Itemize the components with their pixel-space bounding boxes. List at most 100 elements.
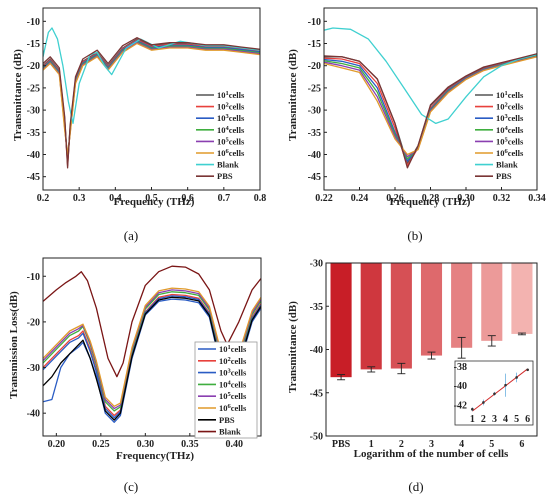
panel-c-ytick-label: -30: [27, 363, 40, 374]
panel-d-inset-point: [504, 383, 507, 387]
panel-b-ytick-label: -35: [308, 128, 321, 139]
panel-a-legend-label: 104cells: [217, 125, 245, 135]
panel-a-legend-label: PBS: [217, 171, 233, 181]
panel-d-xtick-label: 5: [489, 439, 494, 450]
panel-a-xtick-label: 0.2: [37, 193, 50, 204]
panel-a-legend-label: 101cells: [217, 90, 245, 100]
panel-a-line-blank: [43, 27, 260, 125]
panel-d-bar: [420, 263, 443, 356]
panel-b-ytick-label: -25: [308, 83, 321, 94]
panel-c-xtick-label: 0.20: [48, 439, 66, 450]
panel-a-ytick-label: -45: [27, 172, 40, 183]
panel-d-inset-point: [526, 368, 529, 372]
panel-b-chart: Transmittance (dB) Frequency (THz) 0.22 0…: [287, 7, 546, 208]
panel-b-xtick-label: 0.30: [457, 193, 475, 204]
panel-a-ytick-label: -40: [27, 150, 40, 161]
caption-c: (c): [124, 479, 138, 494]
panel-b-ytick-label: -15: [308, 39, 321, 50]
panel-b-ytick-label: -40: [308, 150, 321, 161]
panel-c-ytick-label: -40: [27, 409, 40, 420]
panel-a-ylabel: Transmittance (dB): [12, 49, 24, 141]
panel-d-bar: [390, 263, 412, 369]
panel-c-legend-label: 101cells: [219, 344, 247, 354]
caption-d: (d): [408, 479, 423, 494]
panel-d-ytick-label: -40: [310, 345, 323, 356]
panel-c-legend-label: 104cells: [219, 379, 247, 389]
panel-b-legend-label: 106cells: [496, 148, 524, 158]
panel-c-chart: Transmission Loss(dB) Frequency(THz) 0.2…: [8, 257, 262, 462]
panel-d-ytick-label: -45: [310, 388, 323, 399]
panel-a-chart: Transmittance (dB) Frequency (THz) 0.2 0.…: [12, 7, 267, 208]
panel-c-legend-label: 103cells: [219, 368, 247, 378]
panel-d-inset-point: [482, 401, 485, 404]
panel-d-ytick-label: -50: [310, 432, 323, 443]
caption-b: (b): [407, 228, 422, 243]
panel-d-xtick-label: 1: [369, 439, 374, 450]
panel-a-ytick-label: -20: [27, 61, 40, 72]
panel-b-legend-label: 103cells: [496, 113, 524, 123]
panel-b-xlabel: Frequency (THz): [390, 196, 471, 208]
panel-a-xtick-label: 0.4: [109, 193, 122, 204]
panel-b-line-blank: [324, 27, 537, 125]
panel-b-legend-label: 105cells: [496, 136, 524, 146]
panel-b-xtick-label: 0.24: [351, 193, 369, 204]
panel-d-inset-xtick: 5: [514, 414, 519, 425]
panel-a-legend-label: 102cells: [217, 102, 245, 112]
panel-b-xtick-label: 0.28: [422, 193, 440, 204]
panel-c-legend-box: [194, 341, 258, 439]
panel-d-bar: [330, 263, 352, 378]
panel-b-legend-label: 101cells: [496, 90, 524, 100]
panel-b-xtick-label: 0.26: [386, 193, 404, 204]
panel-d-bar: [360, 263, 382, 370]
panel-d-ytick-label: -30: [310, 259, 323, 270]
panel-a-legend-label: 105cells: [217, 136, 245, 146]
panel-c-legend-label: Blank: [219, 427, 241, 437]
panel-d-xtick-label: 3: [429, 439, 434, 450]
panel-a-xtick-label: 0.6: [181, 193, 194, 204]
panel-b-ytick-label: -10: [308, 17, 321, 28]
panel-a-ytick-label: -10: [27, 17, 40, 28]
panel-b-legend-label: PBS: [496, 171, 512, 181]
panel-b-ytick-label: -30: [308, 106, 321, 117]
panel-d-xtick-label: 4: [459, 439, 464, 450]
panel-d-inset-fit: [472, 368, 528, 412]
panel-b-xtick-label: 0.32: [493, 193, 511, 204]
panel-c-legend-label: 102cells: [219, 356, 247, 366]
panel-d-ytick-label: -35: [310, 302, 323, 313]
panel-a-ytick-label: -25: [27, 83, 40, 94]
panel-a-legend-label: 106cells: [217, 148, 245, 158]
panel-d-inset-xtick: 3: [492, 414, 497, 425]
panel-d-inset-xtick: 4: [503, 414, 508, 425]
panel-b-legend-label: Blank: [496, 160, 518, 170]
caption-a: (a): [124, 228, 138, 243]
panel-d-chart: Transmittance (dB) Logarithm of the numb…: [287, 259, 538, 460]
panel-c-ytick-label: -10: [27, 272, 40, 283]
panel-a-xtick-label: 0.8: [254, 193, 267, 204]
panel-c-xlabel: Frequency(THz): [116, 450, 194, 462]
panel-a-ytick-label: -35: [27, 128, 40, 139]
panel-b-ytick-label: -20: [308, 61, 321, 72]
panel-a-xlabel: Frequency (THz): [114, 196, 195, 208]
panel-b-line-106cells: [324, 56, 537, 156]
panel-c-legend-label: 106cells: [219, 403, 247, 413]
panel-c-xtick-label: 0.25: [92, 439, 110, 450]
panel-d-xlabel: Logarithm of the number of cells: [354, 448, 509, 460]
panel-b-series: [324, 27, 537, 169]
panel-d-xtick-label: 2: [399, 439, 404, 450]
panel-a-xtick-label: 0.7: [218, 193, 231, 204]
panel-d-bar: [481, 263, 503, 341]
panel-c-line-blank: [43, 265, 261, 378]
panel-d-inset-ytick: -38: [454, 362, 467, 373]
panel-b-legend-label: 102cells: [496, 102, 524, 112]
panel-a-series: [43, 27, 260, 169]
panel-d-inset-xtick: 2: [481, 414, 486, 425]
panel-c-ylabel: Transmission Loss(dB): [8, 291, 20, 399]
panel-b-line-pbs: [324, 53, 537, 169]
panel-d-bar: [511, 263, 533, 334]
panel-a-line-pbs: [43, 37, 260, 169]
panel-a-ytick-label: -15: [27, 39, 40, 50]
panel-a-legend-label: Blank: [217, 160, 239, 170]
